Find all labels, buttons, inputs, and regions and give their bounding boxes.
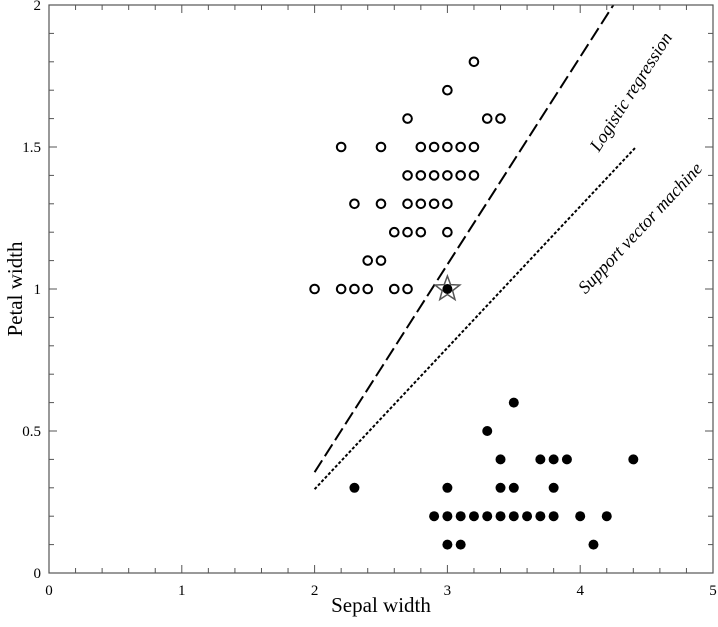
open-point bbox=[402, 198, 413, 210]
open-point bbox=[428, 141, 440, 153]
filled-point bbox=[588, 539, 599, 550]
open-point bbox=[481, 113, 493, 124]
open-point bbox=[402, 283, 413, 295]
open-point bbox=[335, 283, 347, 295]
open-point bbox=[442, 226, 453, 238]
filled-point bbox=[601, 511, 612, 522]
open-point bbox=[375, 255, 387, 266]
filled-point bbox=[535, 511, 546, 522]
svm-line bbox=[313, 146, 637, 490]
plot-frame bbox=[48, 4, 714, 574]
open-point bbox=[415, 226, 427, 238]
x-tick-label: 0 bbox=[45, 583, 53, 599]
filled-point bbox=[561, 454, 572, 465]
filled-point bbox=[468, 511, 479, 522]
open-point bbox=[309, 283, 320, 295]
filled-point bbox=[455, 511, 466, 522]
filled-point bbox=[442, 511, 453, 522]
open-point bbox=[375, 198, 387, 210]
filled-point bbox=[548, 511, 559, 522]
filled-point bbox=[442, 539, 453, 550]
star-point bbox=[442, 284, 453, 294]
filled-point bbox=[482, 426, 493, 436]
y-tick-label: 0.5 bbox=[22, 424, 41, 440]
open-point bbox=[388, 226, 400, 238]
open-point bbox=[362, 255, 374, 266]
filled-point bbox=[535, 454, 546, 465]
y-tick-label: 1.5 bbox=[22, 140, 41, 156]
open-point bbox=[402, 226, 413, 238]
x-tick-label: 1 bbox=[178, 583, 186, 599]
open-point bbox=[415, 170, 427, 181]
logistic-regression-line bbox=[313, 4, 615, 473]
y-axis-label: Petal width bbox=[3, 241, 27, 337]
filled-point bbox=[522, 511, 533, 522]
open-point bbox=[375, 141, 387, 153]
logistic-regression-label: Logistic regression bbox=[585, 29, 676, 156]
x-tick-label: 4 bbox=[576, 583, 584, 599]
y-tick-label: 1 bbox=[34, 282, 42, 298]
filled-point bbox=[482, 511, 493, 522]
filled-point bbox=[508, 482, 519, 493]
open-point bbox=[442, 84, 453, 96]
x-tick-label: 3 bbox=[444, 583, 452, 599]
open-point bbox=[349, 198, 360, 210]
open-point bbox=[362, 283, 374, 295]
filled-point bbox=[628, 454, 639, 465]
filled-point bbox=[575, 511, 586, 522]
filled-point bbox=[548, 482, 559, 493]
open-point bbox=[415, 198, 427, 210]
y-tick-label: 2 bbox=[34, 0, 42, 14]
y-tick-label: 0 bbox=[34, 566, 42, 582]
filled-point bbox=[508, 511, 519, 522]
x-tick-label: 5 bbox=[709, 583, 717, 599]
filled-point bbox=[349, 482, 360, 493]
open-point bbox=[442, 141, 453, 153]
filled-point bbox=[495, 511, 506, 522]
open-point bbox=[468, 141, 480, 153]
open-point bbox=[442, 170, 453, 181]
open-point bbox=[402, 170, 413, 181]
open-point bbox=[402, 113, 413, 124]
open-point bbox=[415, 141, 427, 153]
open-point bbox=[335, 141, 347, 153]
filled-point bbox=[455, 539, 466, 550]
filled-point bbox=[429, 511, 440, 522]
open-point bbox=[442, 198, 453, 210]
filled-point bbox=[442, 482, 453, 493]
open-point bbox=[495, 113, 506, 124]
open-point bbox=[468, 170, 480, 181]
open-point bbox=[388, 283, 400, 295]
filled-point bbox=[548, 454, 559, 465]
open-point bbox=[428, 198, 440, 210]
x-axis-label: Sepal width bbox=[331, 593, 431, 617]
filled-point bbox=[495, 454, 506, 465]
open-point bbox=[468, 56, 480, 68]
filled-point bbox=[495, 482, 506, 493]
open-point bbox=[349, 283, 360, 295]
open-point bbox=[455, 170, 466, 181]
open-point bbox=[428, 170, 440, 181]
svm-label: Support vector machine bbox=[574, 158, 706, 297]
x-tick-label: 2 bbox=[311, 583, 319, 599]
open-point bbox=[455, 141, 466, 153]
filled-point bbox=[508, 397, 519, 408]
